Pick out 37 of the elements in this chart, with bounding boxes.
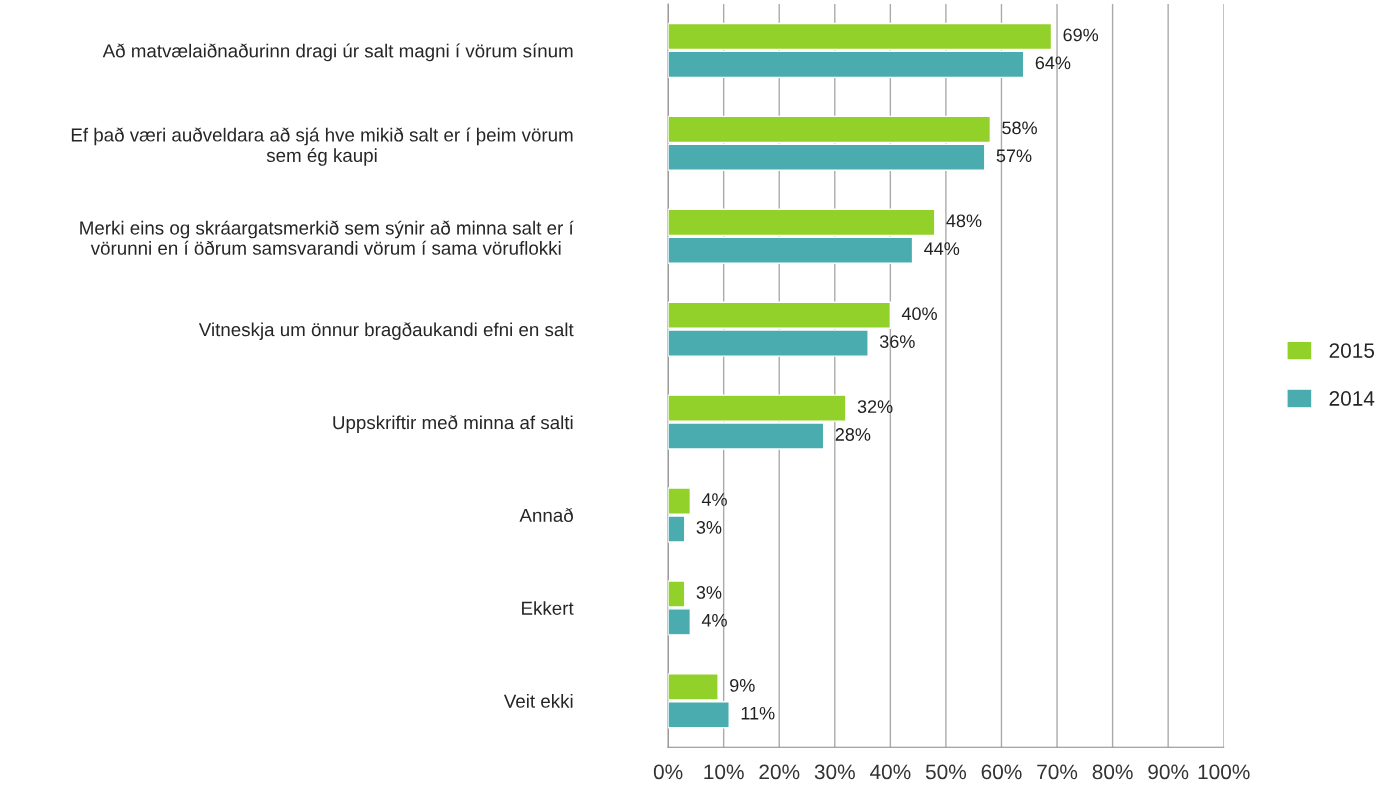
- data-label: 57%: [996, 149, 1032, 163]
- x-tick-label: 80%: [1092, 764, 1133, 780]
- data-label: 40%: [901, 307, 937, 321]
- x-tick-label: 90%: [1148, 764, 1189, 780]
- legend-label: 2014: [1329, 391, 1375, 406]
- y-tick-label: Vitneskja um önnur bragðaukandi efni en salt: [198, 322, 574, 340]
- y-tick-label: Merki eins og skráargatsmerkið sem sýnir að minna salt er í vörunni en í öðrum samsvarandi vörum í sama vöruflokki: [80, 220, 574, 255]
- x-tick-label: 10%: [704, 764, 744, 780]
- x-tick-label: 20%: [759, 764, 800, 780]
- y-tick-label: Ef það væri auðveldara að sjá hve mikið salt er í þeim vörum sem ég kaupi: [71, 127, 573, 166]
- y-tick-label: Að matvælaiðnaðurinn dragi úr salt magni í vörum sínum: [102, 43, 573, 62]
- x-tick-label: 0%: [653, 764, 683, 780]
- data-label: 4%: [701, 614, 727, 627]
- data-label: 69%: [1063, 28, 1099, 42]
- data-label: 9%: [730, 678, 755, 692]
- x-tick-label: 60%: [981, 764, 1022, 780]
- data-label: 11%: [741, 706, 775, 720]
- data-label: 4%: [701, 493, 727, 506]
- data-label: 58%: [1002, 121, 1037, 135]
- data-label: 32%: [857, 400, 893, 413]
- y-tick-label: Veit ekki: [503, 694, 573, 708]
- data-label: 48%: [946, 214, 982, 228]
- y-tick-label: Uppskriftir með minna af salti: [333, 415, 573, 433]
- y-tick-label: Annað: [519, 507, 573, 522]
- x-tick-label: 100%: [1198, 764, 1250, 780]
- x-tick-label: 50%: [925, 764, 967, 780]
- x-tick-label: 70%: [1037, 764, 1078, 780]
- data-label: 44%: [924, 242, 960, 255]
- y-tick-label: Ekkert: [522, 601, 574, 615]
- data-label: 3%: [696, 586, 722, 599]
- x-tick-label: 40%: [869, 764, 911, 780]
- data-label: 36%: [879, 335, 915, 348]
- legend-label: 2015: [1329, 343, 1375, 358]
- data-label: 28%: [835, 428, 871, 441]
- data-label: 3%: [696, 521, 722, 534]
- data-label: 64%: [1035, 56, 1071, 70]
- x-tick-label: 30%: [814, 764, 855, 780]
